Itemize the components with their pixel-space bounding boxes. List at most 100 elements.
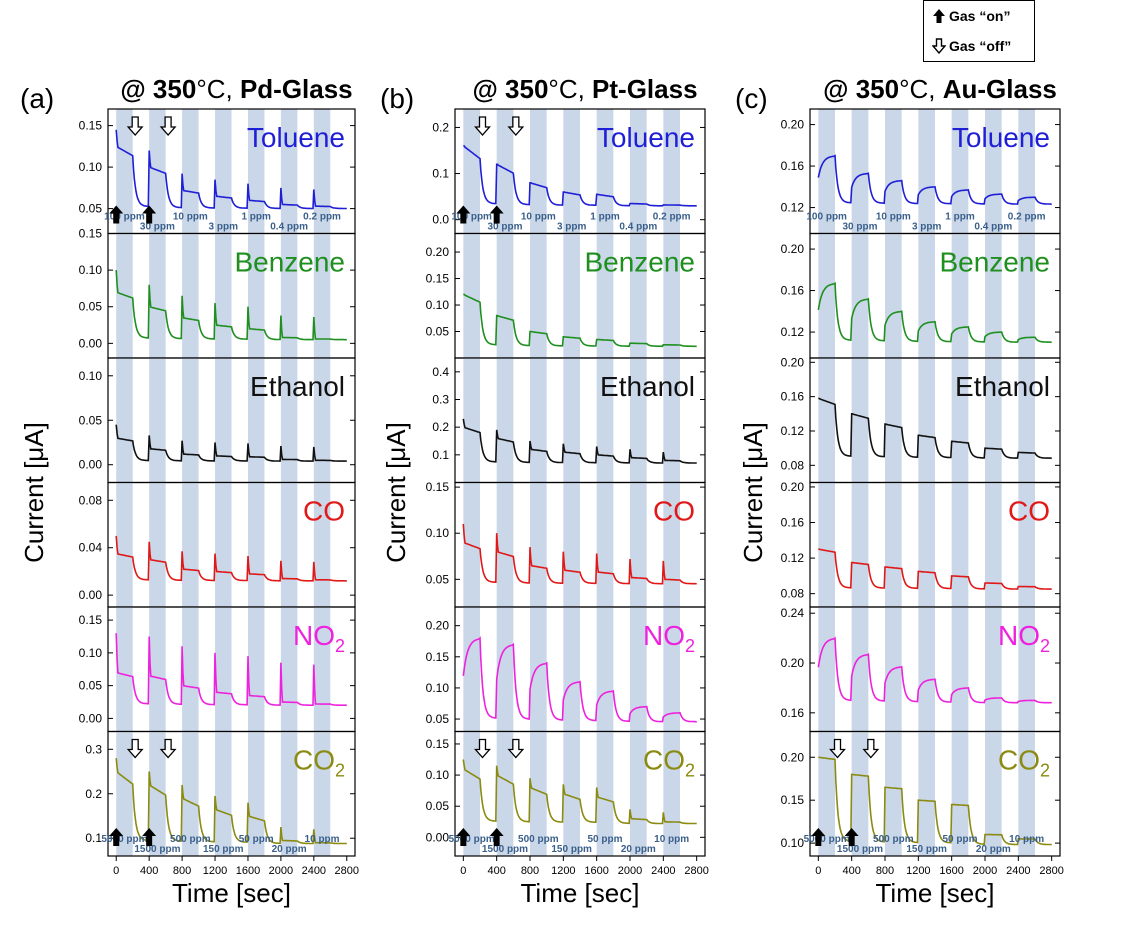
gas-on-stripe [885,358,902,483]
concentration-label: 10 ppm [305,834,340,845]
concentration-label: 1500 ppm [837,844,883,855]
panel-title: @ 350°C, Pd-Glass [120,74,352,104]
y-tick-label: 0.1 [85,831,102,845]
y-tick-label: 0.20 [781,480,805,494]
concentration-label: 100 ppm [451,212,492,223]
gas-on-stripe [1018,731,1035,856]
gas-on-stripe [985,358,1002,483]
series-line-co2 [462,759,697,825]
y-tick-label: 0.16 [781,706,805,720]
gas-on-stripe [215,109,232,234]
concentration-label: 10 ppm [1009,834,1044,845]
title-at: @ 350 [120,74,196,104]
gas-on-stripe [280,109,298,234]
concentration-label: 3 ppm [557,222,587,233]
gas-on-arrow-icon [109,828,124,846]
x-tick-label: 1200 [906,865,930,877]
gas-on-arrow-icon [456,205,471,224]
gas-on-stripe [182,109,199,234]
gas-on-stripe [851,607,869,732]
gas-label: Ethanol [955,371,1050,402]
gas-on-stripe [663,233,680,358]
gas-label: Toluene [597,122,695,153]
concentration-label: 5000 ppm [449,834,495,845]
gas-label: CO [303,496,345,527]
gas-on-stripe [116,109,133,234]
gas-on-stripe [630,607,647,732]
gas-on-stripe [663,482,680,607]
gas-on-stripe [596,233,614,358]
gas-on-stripe [247,109,265,234]
gas-on-stripe [918,731,935,856]
concentration-label: 10 ppm [173,212,208,223]
gas-on-stripe [280,358,298,483]
gas-on-stripe [313,358,331,483]
title-sample: Pd-Glass [240,74,353,104]
gas-on-stripe [1018,233,1035,358]
y-tick-label: 0.15 [79,119,103,133]
gas-on-stripe [985,607,1002,732]
y-tick-label: 0.12 [781,325,805,339]
subplot-no2: 0.00 0.05 0.10 0.15 NO2 [79,606,356,733]
y-tick-label: 0.05 [426,325,450,339]
concentration-label: 20 ppm [272,844,307,855]
gas-on-arrow-icon [489,205,504,224]
subplot-co: 0.00 0.04 0.08 CO [79,481,356,608]
x-axis-label: Time [sec] [172,878,291,908]
gas-on-stripe [951,109,969,234]
y-tick-label: 0.16 [781,516,805,530]
x-tick-label: 2800 [335,865,359,877]
gas-on-stripe [851,109,869,234]
y-tick-label: 0.00 [79,588,103,602]
gas-label-main: NO [998,620,1040,651]
title-sample: Pt-Glass [592,74,698,104]
gas-on-stripe [918,109,935,234]
concentration-label: 50 ppm [239,834,274,845]
series-line-toluene [817,154,1052,206]
x-tick-label: 0 [815,865,821,877]
y-tick-label: 0.05 [426,572,450,586]
y-tick-label: 0.10 [781,836,805,850]
title-sample: Au-Glass [943,74,1057,104]
x-tick-label: 1600 [584,865,608,877]
gas-on-stripe [530,607,547,732]
gas-on-stripe [951,482,969,607]
y-tick-label: 0.15 [79,613,103,627]
gas-on-stripe [630,358,647,483]
concentration-label: 1500 ppm [134,844,180,855]
concentration-label: 50 ppm [587,834,622,845]
y-tick-label: 0.3 [432,393,449,407]
subplot-co: 0.08 0.12 0.16 0.20 CO [781,480,1061,608]
gas-off-arrow-icon [126,738,144,759]
gas-on-stripe [818,233,835,358]
gas-on-stripe [313,233,331,358]
gas-on-stripe [116,607,133,732]
x-tick-label: 400 [487,865,505,877]
gas-on-stripe [149,109,166,234]
x-tick-label: 800 [876,865,894,877]
gas-on-stripe [215,607,232,732]
concentration-label: 30 ppm [487,222,522,233]
series-line-benzene [463,293,697,348]
series-line-co [818,548,1052,590]
legend-off: Gas “off” [932,34,1011,58]
title-unit: °C, [899,74,943,104]
gas-on-stripe [463,358,480,483]
gas-label-main: CO [998,745,1040,776]
gas-off-arrow-icon [507,116,525,136]
concentration-label: 10 ppm [876,212,911,223]
legend-off-label: Gas “off” [949,38,1012,54]
gas-on-stripe [215,233,232,358]
y-tick-label: 0.05 [79,413,103,427]
gas-on-stripe [663,607,680,732]
filled-up-arrow-icon [933,9,945,23]
gas-on-arrow-icon [489,828,504,846]
gas-on-stripe [630,482,647,607]
y-tick-label: 0.20 [426,619,450,633]
y-tick-label: 0.15 [426,480,450,494]
gas-on-arrow-icon [142,205,157,224]
